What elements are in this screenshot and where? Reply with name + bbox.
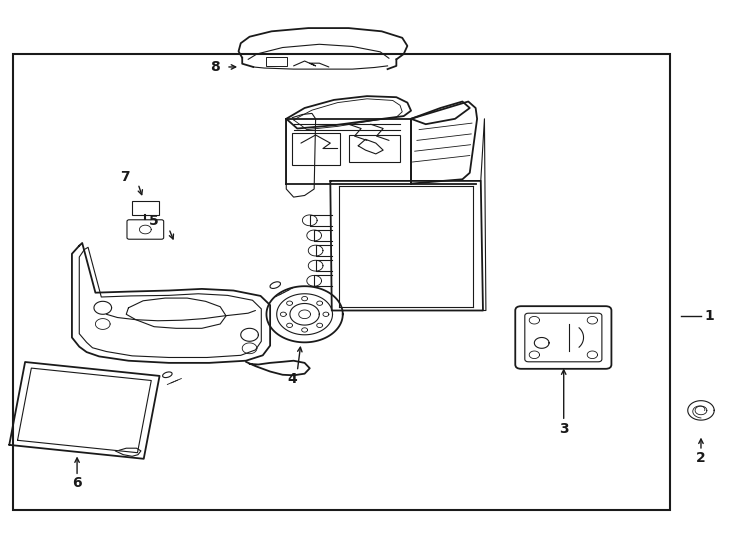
Bar <box>266 57 287 66</box>
Bar <box>292 133 340 165</box>
Bar <box>13 54 670 510</box>
Bar <box>349 135 400 162</box>
Text: 3: 3 <box>559 422 569 436</box>
Text: 6: 6 <box>72 476 82 490</box>
Bar <box>132 201 159 215</box>
Text: 2: 2 <box>696 451 706 465</box>
Text: 1: 1 <box>705 309 714 323</box>
Text: 7: 7 <box>120 170 130 184</box>
Text: 4: 4 <box>287 372 297 386</box>
Text: 8: 8 <box>211 60 220 74</box>
Text: 5: 5 <box>149 214 159 228</box>
